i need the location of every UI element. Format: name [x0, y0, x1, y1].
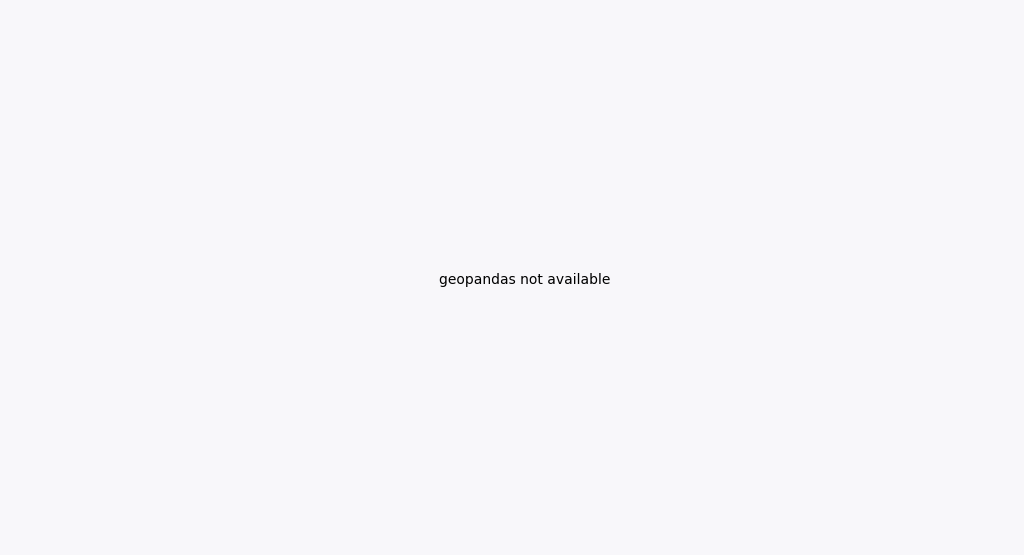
Text: geopandas not available: geopandas not available: [439, 273, 610, 287]
